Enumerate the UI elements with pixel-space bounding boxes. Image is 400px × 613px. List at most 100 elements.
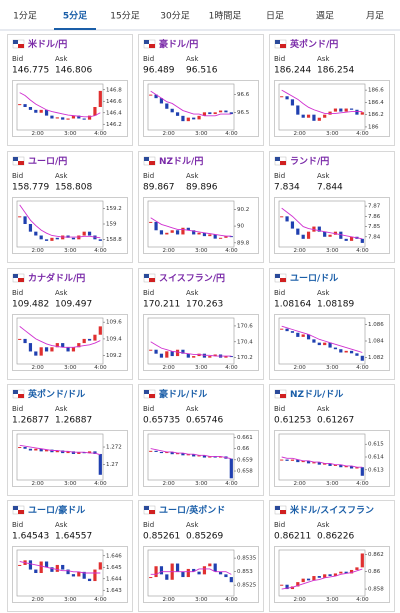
x-tick-label: 4:00 [94,248,107,254]
candle [224,110,228,113]
bid-value: 109.482 [12,300,49,310]
candle [280,216,284,218]
candle [39,448,43,452]
candle [181,571,185,578]
tab[interactable]: 15分足 [110,11,139,22]
moving-average [281,325,363,353]
rate-card[interactable]: 英ポンド/円 Bid Ask 186.244 186.254 186.6 186.4 186.… [269,34,395,146]
candle [170,451,174,455]
x-tick-label: 4:00 [225,248,238,254]
rate-card[interactable]: NZドル/ドル Bid Ask 0.61253 0.61267 0.615 0.614 0.6… [269,384,395,496]
plot-area [16,317,104,365]
candle [296,459,300,463]
candle [87,231,92,236]
bid-label: Bid [143,289,154,297]
candle [93,334,97,341]
candle [317,342,321,346]
x-tick-label: 4:00 [94,481,107,487]
y-tick-label: 1.646 [106,553,122,559]
candle [360,355,364,361]
candle [317,117,321,121]
rate-card[interactable]: ユーロ/英ポンド Bid Ask 0.85261 0.85269 0.8535 0.853 0… [138,500,264,612]
tab[interactable]: 日足 [266,11,284,22]
tab[interactable]: 5分足 [63,10,88,22]
candle [93,569,97,582]
y-tick-label: 96.5 [237,110,250,116]
rate-card[interactable]: NZドル/円 Bid Ask 89.867 89.896 90.2 90 89.8 2:00 3:… [138,151,264,263]
y-tick-label: 7.85 [368,224,381,230]
bid-label: Bid [143,55,154,63]
candle [306,231,311,239]
candle [360,467,364,476]
rate-card[interactable]: ランド/円 Bid Ask 7.834 7.844 7.87 7.86 7.85 7.84 2:0… [269,151,395,263]
ask-value: 109.497 [55,300,92,310]
tab[interactable]: 週足 [316,11,334,22]
bid-label: Bid [274,405,285,413]
candle [312,114,316,121]
candle [202,566,207,575]
ask-value: 1.08189 [317,300,354,310]
candle [360,238,364,243]
candle [159,230,164,235]
moving-average [150,90,232,117]
moving-average [19,92,101,118]
bid-label: Bid [143,405,154,413]
candle [34,109,38,113]
x-tick-label: 4:00 [356,365,369,371]
moving-average [281,568,363,590]
flag-part [13,506,18,510]
rate-card[interactable]: 米ドル/円 Bid Ask 146.775 146.806 146.8 146.6 146.4… [7,34,133,146]
bid-label: Bid [143,521,154,529]
candle [23,216,27,224]
pair-name: ユーロ/ドル [290,273,338,284]
candle [186,117,190,122]
candle [18,216,22,218]
rate-card[interactable]: 豪ドル/円 Bid Ask 96.489 96.516 96.6 96.5 2:00 3:00 4… [138,34,264,146]
rate-card[interactable]: 米ドル/スイスフラン Bid Ask 0.86211 0.86226 0.862 0.86 0… [269,500,395,612]
candle [339,571,343,574]
rate-card[interactable]: ユーロ/ドル Bid Ask 1.08164 1.08189 1.086 1.084 1.08… [269,268,395,380]
candle [181,349,185,354]
tab[interactable]: 30分足 [160,11,189,22]
tab[interactable]: 1時間足 [209,11,242,22]
candle [197,115,201,120]
flag-part [144,274,149,278]
candle [34,569,38,573]
candle [18,338,22,340]
rate-card[interactable]: ユーロ/円 Bid Ask 158.779 158.808 159.2 159 158.8 2:… [7,151,133,263]
candle [344,350,348,353]
y-tick-label: 146.8 [106,87,122,93]
candle [44,347,49,352]
bid-label: Bid [12,405,23,413]
rate-card[interactable]: カナダドル/円 Bid Ask 109.482 109.497 109.6 109.4 109… [7,268,133,380]
candle [98,562,102,570]
candle [344,571,348,574]
rate-card[interactable]: スイスフラン/円 Bid Ask 170.211 170.263 170.6 170.4 17… [138,268,264,380]
x-tick-label: 2:00 [162,481,175,487]
y-tick-label: 1.084 [368,339,384,345]
ask-value: 1.64557 [55,532,92,542]
candle [317,226,321,232]
candle [66,569,70,575]
ask-value: 89.896 [186,183,218,193]
candle [39,561,43,573]
rate-card[interactable]: 豪ドル/ドル Bid Ask 0.65735 0.65746 0.661 0.66 0.659… [138,384,264,496]
candle [82,571,86,579]
candle [154,349,158,354]
rate-card[interactable]: 英ポンド/ドル Bid Ask 1.26877 1.26887 1.272 1.27 2:00… [7,384,133,496]
candle [55,237,59,240]
tab[interactable]: 月足 [366,11,384,22]
candle [197,571,201,575]
rate-card[interactable]: ユーロ/豪ドル Bid Ask 1.64543 1.64557 1.646 1.645 1.6… [7,500,133,612]
x-tick-label: 3:00 [195,131,208,137]
ask-label: Ask [317,405,330,413]
ask-value: 96.516 [186,66,218,76]
candle [149,349,153,351]
candle [229,577,233,583]
candle [23,338,27,344]
tab[interactable]: 1分足 [13,11,37,22]
bid-label: Bid [143,172,154,180]
y-tick-label: 0.858 [368,587,384,593]
x-tick-label: 3:00 [64,131,77,137]
candle [229,356,233,358]
